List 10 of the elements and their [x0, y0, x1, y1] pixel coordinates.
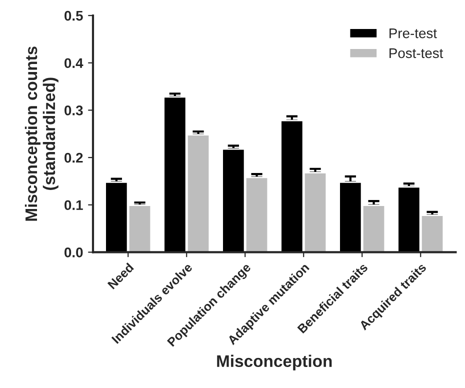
y-tick-label: 0.1	[64, 200, 83, 210]
y-tick-label: 0.3	[64, 106, 83, 116]
x-axis-title: Misconception	[217, 354, 332, 370]
legend-label: Post-test	[390, 48, 444, 58]
y-tick-label: 0.5	[64, 10, 83, 21]
y-tick-label: 0.0	[64, 248, 83, 258]
y-axis-title: Misconception counts (standardized)	[24, 46, 58, 221]
y-tick-label: 0.2	[64, 152, 83, 163]
legend-label: Pre-test	[390, 28, 437, 38]
y-tick-label: 0.4	[64, 58, 84, 68]
